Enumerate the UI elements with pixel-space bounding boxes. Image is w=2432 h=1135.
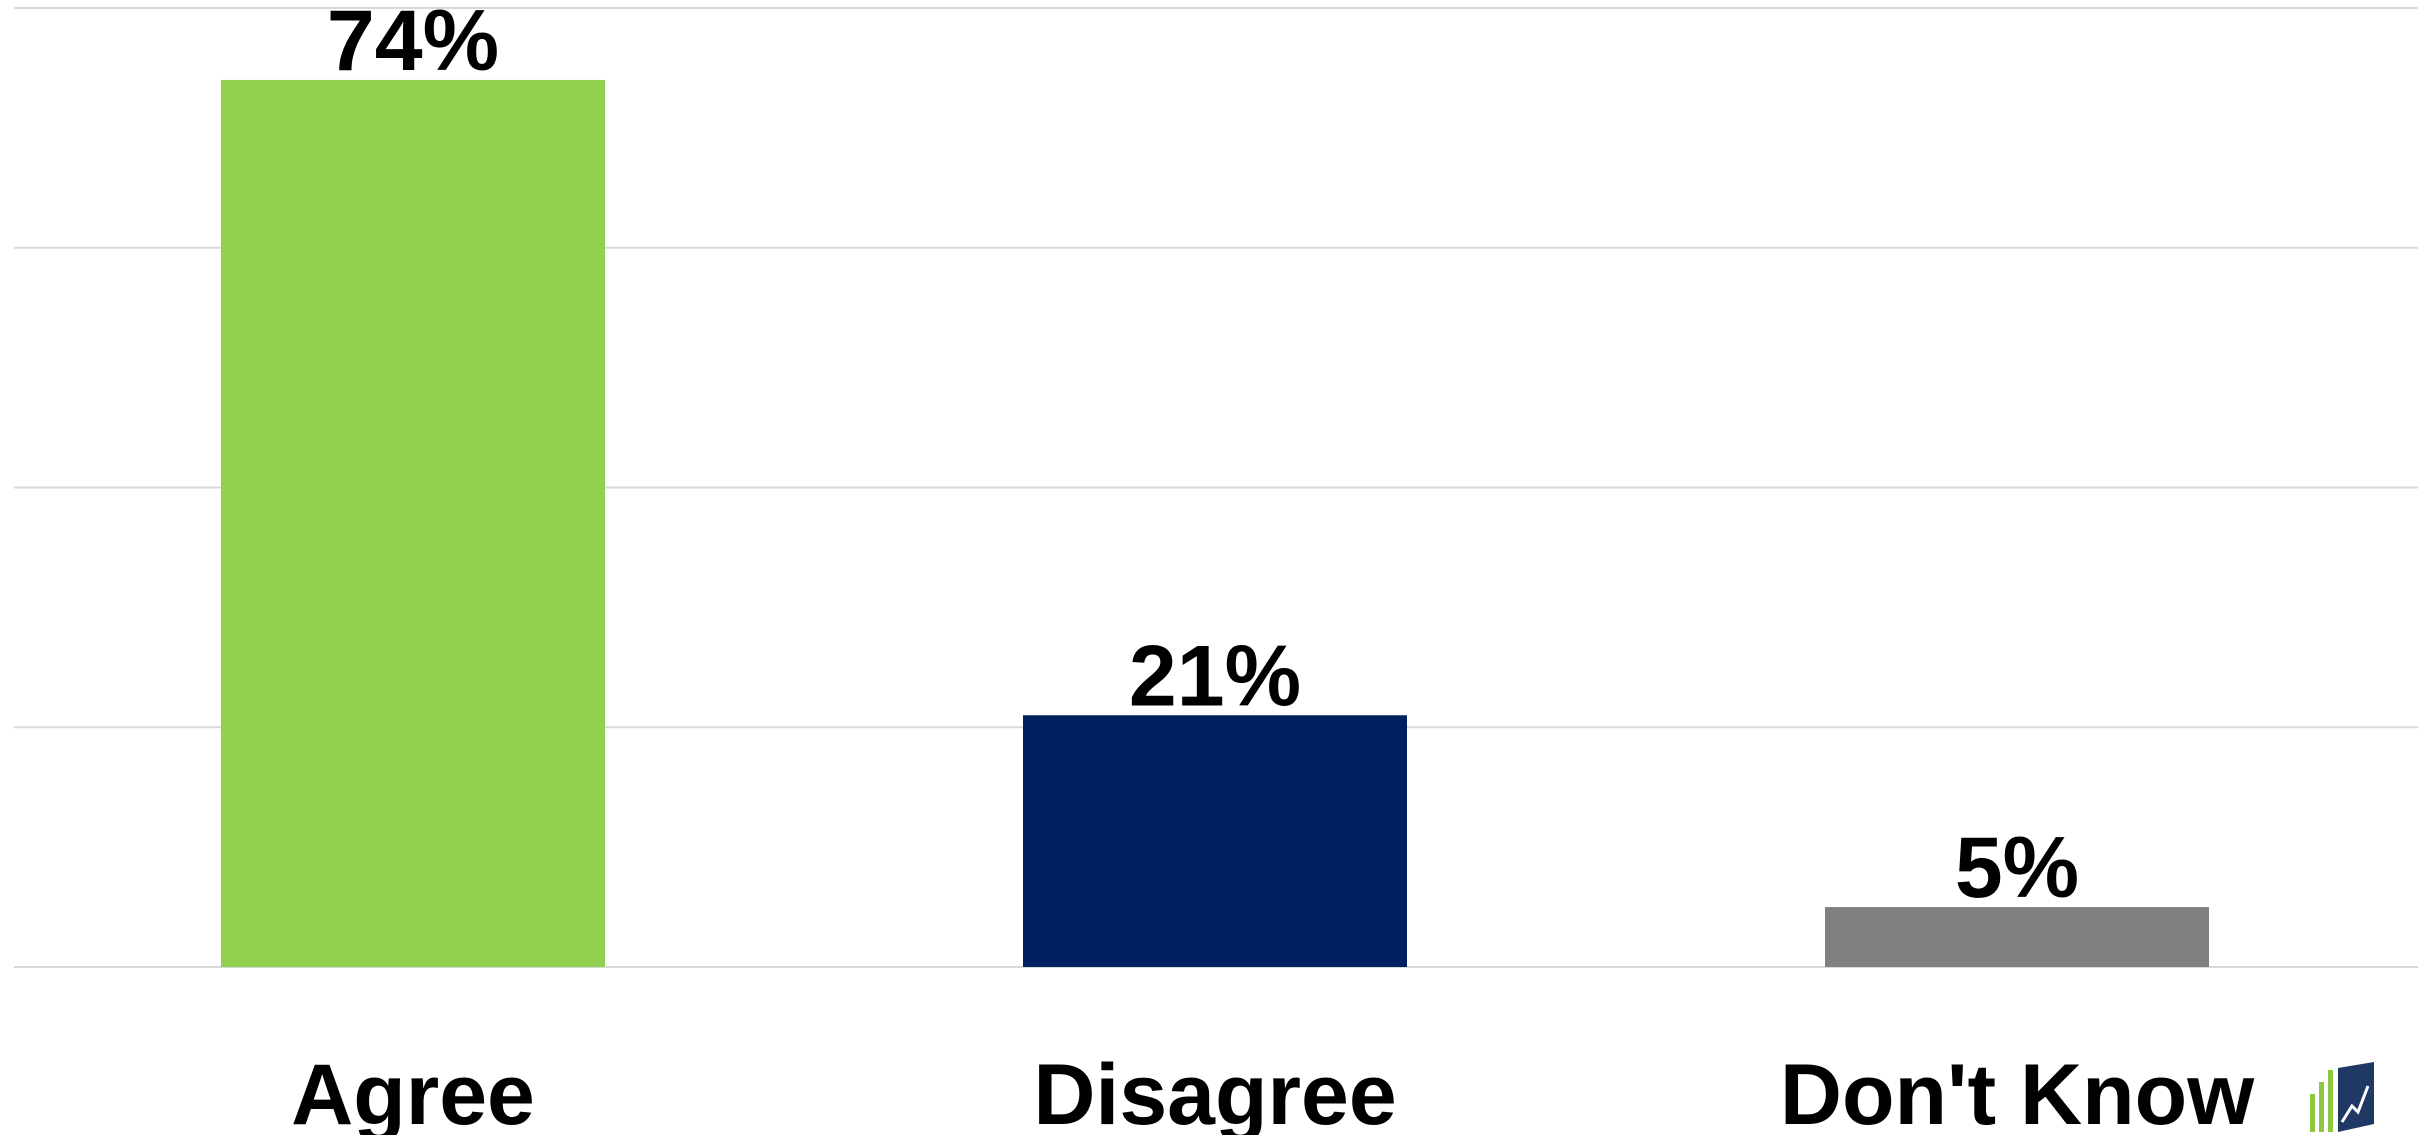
value-label-0: 74% [327, 0, 499, 89]
bar-chart-logo-icon [2310, 1062, 2374, 1132]
value-labels: 74% 21% 5% [327, 0, 2079, 916]
bar-2 [1825, 907, 2209, 967]
category-label-1: Disagree [1033, 1047, 1396, 1135]
value-label-1: 21% [1129, 628, 1301, 724]
logo-bar-2 [2319, 1082, 2324, 1132]
category-labels: Agree Disagree Don't Know [291, 1047, 2255, 1135]
bars [221, 79, 2209, 968]
logo-bar-1 [2310, 1094, 2315, 1132]
category-label-0: Agree [291, 1047, 535, 1135]
category-label-2: Don't Know [1780, 1047, 2255, 1135]
logo-bar-3 [2328, 1070, 2333, 1132]
value-label-2: 5% [1955, 820, 2079, 916]
logo-trend-line [2340, 1085, 2370, 1123]
bar-1 [1023, 715, 1407, 967]
bar-0 [221, 79, 605, 968]
